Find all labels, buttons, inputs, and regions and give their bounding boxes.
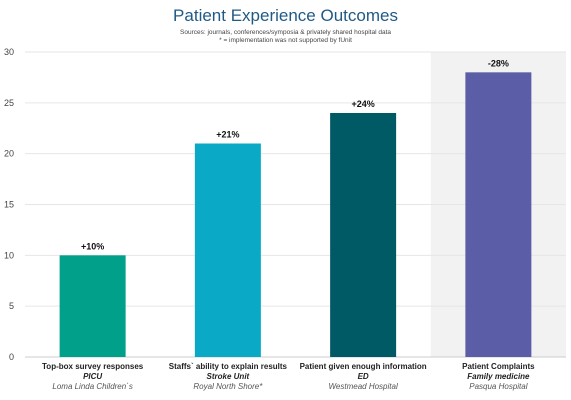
- subtitle-footnote: * = implementation was not supported by …: [219, 37, 352, 44]
- category-unit-label: PICU: [83, 372, 102, 381]
- y-tick-label: 0: [9, 352, 14, 362]
- category-hospital-label: Pasqua Hospital: [469, 382, 527, 391]
- category-unit-label: Family medicine: [467, 372, 530, 381]
- category-metric-label: Patient Complaints: [462, 362, 535, 371]
- category-hospital-label: Loma Linda Children`s: [52, 382, 133, 391]
- category-hospital-label: Westmead Hospital: [329, 382, 398, 391]
- category-metric-label: Patient given enough information: [300, 362, 427, 371]
- bar-value-label: +21%: [216, 130, 239, 140]
- y-tick-label: 25: [4, 98, 14, 108]
- category-unit-label: Stroke Unit: [207, 372, 250, 381]
- y-tick-label: 15: [4, 200, 14, 210]
- bar-value-label: +24%: [351, 99, 374, 109]
- chart-subtitle: Sources: journals, conferences/symposia …: [0, 29, 571, 45]
- bar-value-label: +10%: [81, 241, 104, 251]
- category-unit-label: ED: [358, 372, 369, 381]
- chart-title: Patient Experience Outcomes: [173, 6, 398, 25]
- y-tick-label: 5: [9, 301, 14, 311]
- category-metric-label: Top-box survey responses: [42, 362, 144, 371]
- y-tick-label: 30: [4, 47, 14, 57]
- bar: [59, 255, 126, 357]
- y-tick-label: 20: [4, 149, 14, 159]
- bar: [465, 72, 532, 357]
- y-tick-label: 10: [4, 250, 14, 260]
- bar: [194, 143, 261, 357]
- bar-value-label: -28%: [488, 58, 509, 68]
- bar: [330, 113, 397, 357]
- category-hospital-label: Royal North Shore*: [193, 382, 263, 391]
- subtitle-sources: Sources: journals, conferences/symposia …: [180, 29, 391, 36]
- category-metric-label: Staffs` ability to explain results: [169, 362, 288, 371]
